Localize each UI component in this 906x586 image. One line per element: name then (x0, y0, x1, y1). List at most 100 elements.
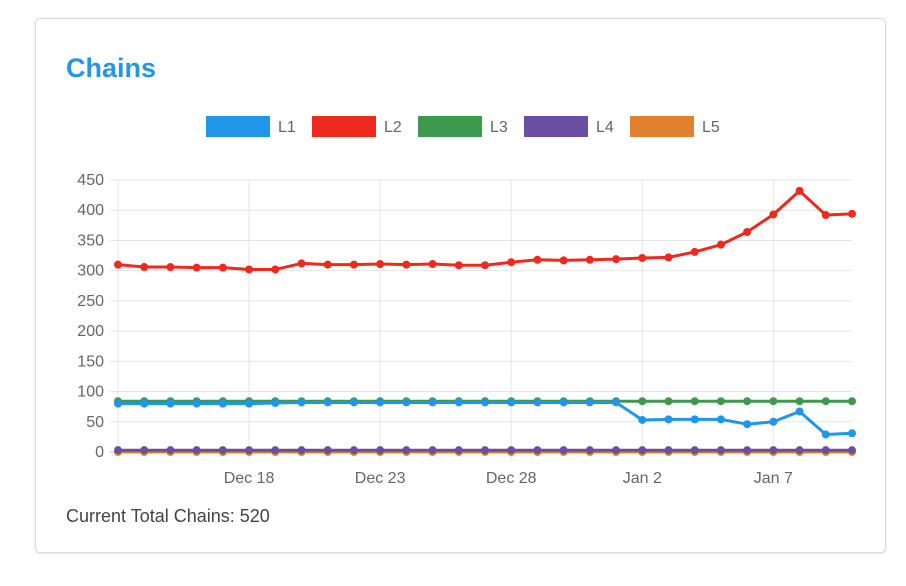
data-point-l2[interactable] (795, 186, 804, 195)
data-point-l3[interactable] (638, 397, 647, 406)
data-point-l2[interactable] (323, 260, 332, 269)
data-point-l4[interactable] (585, 446, 594, 455)
data-point-l4[interactable] (140, 446, 149, 455)
data-point-l2[interactable] (638, 253, 647, 262)
data-point-l1[interactable] (271, 399, 280, 408)
legend-item-l1[interactable]: L1 (206, 116, 296, 137)
data-point-l2[interactable] (349, 260, 358, 269)
data-point-l4[interactable] (454, 446, 463, 455)
data-point-l3[interactable] (690, 397, 699, 406)
data-point-l4[interactable] (166, 446, 175, 455)
data-point-l4[interactable] (690, 446, 699, 455)
data-point-l2[interactable] (743, 227, 752, 236)
data-point-l2[interactable] (533, 255, 542, 264)
data-point-l1[interactable] (848, 429, 856, 438)
data-point-l2[interactable] (585, 255, 594, 264)
data-point-l4[interactable] (376, 446, 385, 455)
data-point-l2[interactable] (245, 265, 254, 274)
data-point-l1[interactable] (585, 398, 594, 407)
data-point-l2[interactable] (376, 260, 385, 269)
data-point-l3[interactable] (821, 397, 830, 406)
data-point-l4[interactable] (743, 446, 752, 455)
data-point-l1[interactable] (690, 415, 699, 424)
data-point-l1[interactable] (140, 399, 149, 408)
data-point-l1[interactable] (218, 399, 227, 408)
data-point-l4[interactable] (848, 446, 856, 455)
data-point-l2[interactable] (454, 261, 463, 270)
data-point-l4[interactable] (664, 446, 673, 455)
data-point-l2[interactable] (507, 258, 516, 267)
data-point-l3[interactable] (848, 397, 856, 406)
data-point-l1[interactable] (192, 399, 201, 408)
data-point-l3[interactable] (795, 397, 804, 406)
data-point-l4[interactable] (769, 446, 778, 455)
data-point-l1[interactable] (297, 398, 306, 407)
data-point-l2[interactable] (612, 255, 621, 264)
data-point-l2[interactable] (690, 247, 699, 256)
data-point-l1[interactable] (638, 415, 647, 424)
legend-item-l2[interactable]: L2 (312, 116, 402, 137)
data-point-l4[interactable] (559, 446, 568, 455)
data-point-l4[interactable] (612, 446, 621, 455)
data-point-l4[interactable] (533, 446, 542, 455)
data-point-l4[interactable] (821, 446, 830, 455)
data-point-l1[interactable] (481, 398, 489, 407)
data-point-l4[interactable] (192, 446, 201, 455)
data-point-l1[interactable] (402, 398, 411, 407)
data-point-l4[interactable] (402, 446, 411, 455)
data-point-l1[interactable] (166, 399, 175, 408)
data-point-l4[interactable] (349, 446, 358, 455)
data-point-l4[interactable] (716, 446, 725, 455)
data-point-l4[interactable] (323, 446, 332, 455)
data-point-l3[interactable] (769, 397, 778, 406)
data-point-l2[interactable] (664, 253, 673, 262)
data-point-l1[interactable] (323, 398, 332, 407)
data-point-l3[interactable] (664, 397, 673, 406)
data-point-l1[interactable] (428, 398, 437, 407)
data-point-l4[interactable] (271, 446, 280, 455)
data-point-l2[interactable] (402, 260, 411, 269)
data-point-l1[interactable] (743, 420, 752, 429)
legend-item-l4[interactable]: L4 (524, 116, 614, 137)
data-point-l4[interactable] (795, 446, 804, 455)
data-point-l1[interactable] (114, 399, 122, 408)
data-point-l4[interactable] (218, 446, 227, 455)
data-point-l1[interactable] (349, 398, 358, 407)
data-point-l3[interactable] (743, 397, 752, 406)
data-point-l1[interactable] (612, 398, 621, 407)
data-point-l2[interactable] (821, 211, 830, 220)
data-point-l2[interactable] (166, 263, 175, 272)
data-point-l2[interactable] (428, 260, 437, 269)
data-point-l4[interactable] (297, 446, 306, 455)
data-point-l1[interactable] (454, 398, 463, 407)
data-point-l1[interactable] (795, 407, 804, 416)
data-point-l4[interactable] (245, 446, 254, 455)
data-point-l2[interactable] (271, 265, 280, 274)
data-point-l1[interactable] (821, 430, 830, 439)
legend-item-l5[interactable]: L5 (630, 116, 720, 137)
data-point-l1[interactable] (769, 417, 778, 426)
data-point-l2[interactable] (848, 209, 856, 218)
data-point-l1[interactable] (559, 398, 568, 407)
data-point-l4[interactable] (507, 446, 516, 455)
data-point-l2[interactable] (769, 210, 778, 219)
data-point-l3[interactable] (716, 397, 725, 406)
data-point-l1[interactable] (376, 398, 385, 407)
data-point-l2[interactable] (140, 263, 149, 272)
data-point-l4[interactable] (638, 446, 647, 455)
data-point-l4[interactable] (114, 446, 122, 455)
data-point-l2[interactable] (192, 263, 201, 272)
data-point-l2[interactable] (114, 260, 122, 269)
data-point-l1[interactable] (533, 398, 542, 407)
data-point-l4[interactable] (481, 446, 489, 455)
data-point-l2[interactable] (559, 256, 568, 265)
data-point-l2[interactable] (716, 240, 725, 249)
data-point-l2[interactable] (218, 263, 227, 272)
legend-item-l3[interactable]: L3 (418, 116, 508, 137)
data-point-l1[interactable] (245, 399, 254, 408)
data-point-l4[interactable] (428, 446, 437, 455)
data-point-l1[interactable] (664, 415, 673, 424)
data-point-l2[interactable] (297, 259, 306, 268)
data-point-l2[interactable] (481, 261, 489, 270)
data-point-l1[interactable] (716, 415, 725, 424)
